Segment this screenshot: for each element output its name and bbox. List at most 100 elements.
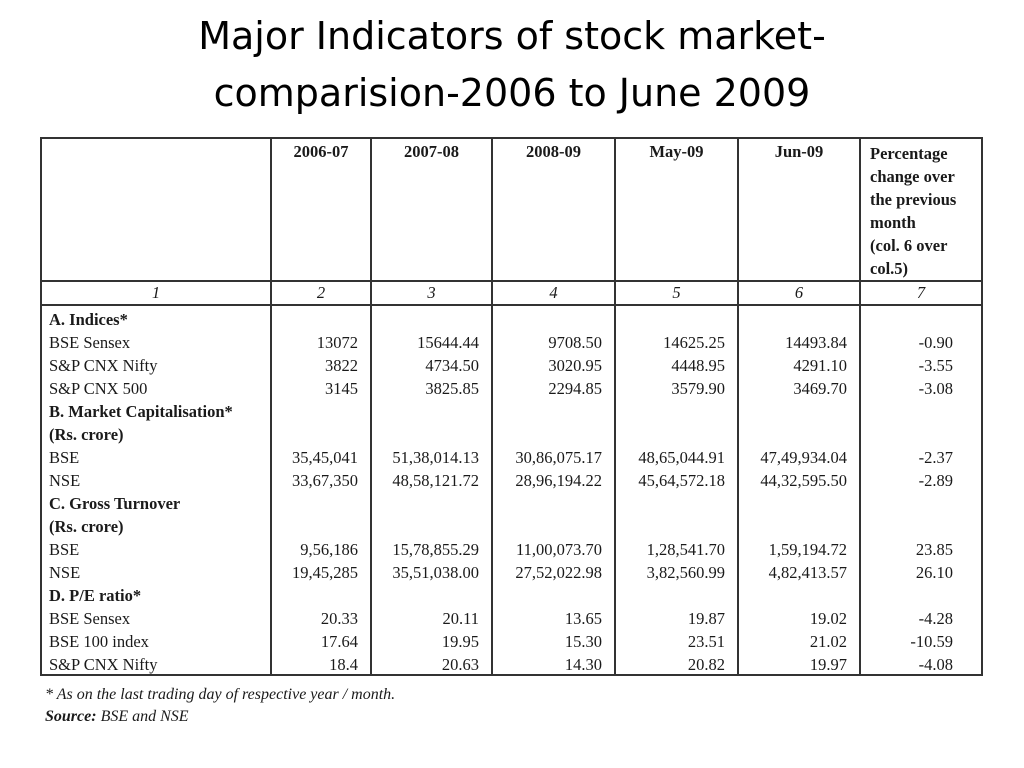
table-cell: 14.30 (491, 653, 615, 676)
empty-cell (737, 423, 860, 446)
section-heading: A. Indices* (49, 310, 128, 329)
empty-cell (859, 400, 981, 423)
column-number: 7 (859, 281, 981, 306)
empty-cell (737, 400, 860, 423)
section-heading: (Rs. crore) (49, 425, 124, 444)
empty-cell (614, 584, 738, 607)
indicators-table: 2006-07 2007-08 2008-09 May-09 Jun-09 Pe… (42, 139, 981, 676)
column-number: 2 (270, 281, 371, 306)
table-cell: 3,82,560.99 (614, 561, 738, 584)
table-row: BSE Sensex 13072 15644.44 9708.50 14625.25 14… (42, 331, 981, 354)
header-cell-may-09: May-09 (614, 139, 738, 282)
slide-title-line-2: comparision-2006 to June 2009 (213, 71, 811, 115)
table-cell: 4734.50 (370, 354, 492, 377)
section-heading-row: (Rs. crore) (42, 423, 981, 446)
table-row: BSE 35,45,041 51,38,014.13 30,86,075.17 48,6… (42, 446, 981, 469)
row-label: BSE Sensex (49, 333, 131, 352)
section-heading: (Rs. crore) (49, 517, 124, 536)
table-cell: 35,45,041 (270, 446, 371, 469)
table-cell: 14625.25 (614, 331, 738, 354)
table-cell: 9708.50 (491, 331, 615, 354)
pct-header-line: (col. 6 over (870, 236, 948, 255)
table-cell: 3822 (270, 354, 371, 377)
table-cell: -0.90 (859, 331, 981, 354)
table-cell: 3469.70 (737, 377, 860, 400)
table-cell: 1,28,541.70 (614, 538, 738, 561)
table-cell: -4.08 (859, 653, 981, 676)
table-row: BSE 100 index 17.64 19.95 15.30 23.51 21.02 -1… (42, 630, 981, 653)
table-cell: -2.89 (859, 469, 981, 492)
empty-cell (491, 584, 615, 607)
table-cell: 48,58,121.72 (370, 469, 492, 492)
table-cell: 48,65,044.91 (614, 446, 738, 469)
table-cell: 18.4 (270, 653, 371, 676)
table-cell: 19.97 (737, 653, 860, 676)
source-text: BSE and NSE (96, 708, 189, 725)
row-label: BSE 100 index (49, 632, 149, 651)
table-row: S&P CNX Nifty 3822 4734.50 3020.95 4448.95 42… (42, 354, 981, 377)
table-row: NSE 33,67,350 48,58,121.72 28,96,194.22 45,6… (42, 469, 981, 492)
table-cell: 2294.85 (491, 377, 615, 400)
column-number: 3 (370, 281, 492, 306)
empty-cell (737, 584, 860, 607)
empty-cell (491, 515, 615, 538)
table-cell: -3.55 (859, 354, 981, 377)
column-number: 6 (737, 281, 860, 306)
section-heading-row: C. Gross Turnover (42, 492, 981, 515)
header-cell-2006-07: 2006-07 (270, 139, 371, 282)
table-cell: 30,86,075.17 (491, 446, 615, 469)
header-cell-percentage-change: Percentage change over the previous mont… (859, 139, 981, 282)
table-cell: -4.28 (859, 607, 981, 630)
section-heading: C. Gross Turnover (49, 494, 181, 513)
table-cell: 28,96,194.22 (491, 469, 615, 492)
section-heading-row: B. Market Capitalisation* (42, 400, 981, 423)
pct-header-line: Percentage (870, 144, 948, 163)
row-label: S&P CNX Nifty (49, 356, 158, 375)
empty-cell (270, 515, 371, 538)
table-cell: 19.02 (737, 607, 860, 630)
empty-cell (737, 305, 860, 331)
section-heading-row: D. P/E ratio* (42, 584, 981, 607)
table-cell: 20.63 (370, 653, 492, 676)
empty-cell (270, 423, 371, 446)
header-cell-blank (42, 139, 271, 282)
column-number-row: 1 2 3 4 5 6 7 (42, 281, 981, 306)
empty-cell (370, 492, 492, 515)
table-cell: 3579.90 (614, 377, 738, 400)
table-header-row: 2006-07 2007-08 2008-09 May-09 Jun-09 Pe… (42, 139, 981, 282)
table-cell: 45,64,572.18 (614, 469, 738, 492)
table-cell: 20.82 (614, 653, 738, 676)
empty-cell (614, 423, 738, 446)
slide-title-line-1: Major Indicators of stock market- (198, 14, 826, 58)
section-heading: D. P/E ratio* (49, 586, 142, 605)
table-cell: 4,82,413.57 (737, 561, 860, 584)
table-cell: -2.37 (859, 446, 981, 469)
empty-cell (614, 515, 738, 538)
empty-cell (614, 305, 738, 331)
table-cell: 14493.84 (737, 331, 860, 354)
section-heading: B. Market Capitalisation* (49, 402, 233, 421)
table-cell: 33,67,350 (270, 469, 371, 492)
table-cell: 15,78,855.29 (370, 538, 492, 561)
row-label: BSE (49, 540, 80, 559)
table-cell: 26.10 (859, 561, 981, 584)
table-cell: 23.85 (859, 538, 981, 561)
table-cell: 3145 (270, 377, 371, 400)
indicators-table-frame: 2006-07 2007-08 2008-09 May-09 Jun-09 Pe… (40, 137, 983, 676)
empty-cell (859, 423, 981, 446)
empty-cell (491, 492, 615, 515)
table-cell: 13.65 (491, 607, 615, 630)
empty-cell (370, 305, 492, 331)
table-cell: 44,32,595.50 (737, 469, 860, 492)
header-cell-2008-09: 2008-09 (491, 139, 615, 282)
empty-cell (270, 400, 371, 423)
empty-cell (737, 492, 860, 515)
pct-header-line: the previous (870, 190, 957, 209)
footnote-source: Source: BSE and NSE (45, 706, 395, 728)
row-label: NSE (49, 471, 81, 490)
table-cell: 20.11 (370, 607, 492, 630)
table-body: A. Indices* BSE Sensex 13072 15644.44 9708.5… (42, 305, 981, 676)
table-cell: 15644.44 (370, 331, 492, 354)
footnote-note: * As on the last trading day of respecti… (45, 686, 396, 703)
